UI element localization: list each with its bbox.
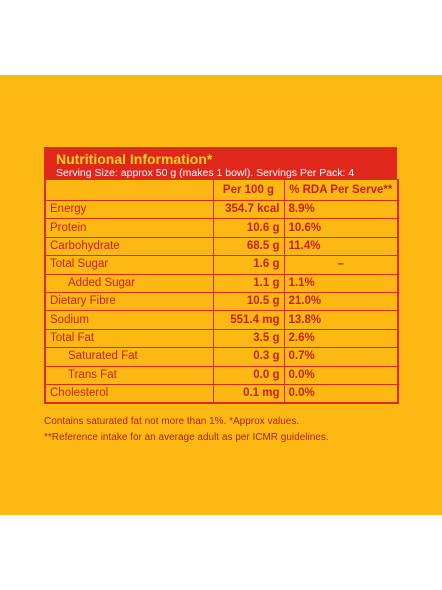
table-row: Total Sugar 1.6 g –: [44, 255, 399, 275]
per-100g-value: 0.3 g: [212, 347, 285, 367]
nutrient-name: Cholesterol: [44, 383, 214, 404]
nutrient-name: Total Fat: [44, 328, 214, 349]
nutrient-column-header: [44, 179, 214, 201]
rda-value: 0.7%: [283, 347, 399, 367]
table-row: Energy 354.7 kcal 8.9%: [44, 199, 399, 220]
label-header: Nutritional Information* Serving Size: a…: [44, 147, 397, 179]
per-100g-column-header: Per 100 g: [212, 179, 285, 201]
rda-value: 13.8%: [283, 310, 399, 330]
nutrition-label: Nutritional Information* Serving Size: a…: [44, 147, 399, 405]
nutrient-name: Protein: [44, 218, 214, 238]
per-100g-value: 354.7 kcal: [212, 199, 285, 220]
table-row: Total Fat 3.5 g 2.6%: [44, 328, 399, 349]
per-100g-value: 10.5 g: [212, 291, 285, 312]
nutrient-name: Carbohydrate: [44, 236, 214, 257]
per-100g-value: 3.5 g: [212, 328, 285, 349]
label-title: Nutritional Information*: [56, 151, 213, 167]
footnote-reference-intake: **Reference intake for an average adult …: [44, 432, 329, 443]
table-row: Sodium 551.4 mg 13.8%: [44, 310, 399, 330]
nutrient-name: Saturated Fat: [44, 347, 214, 367]
table-row: Added Sugar 1.1 g 1.1%: [44, 273, 399, 293]
rda-value: 0.0%: [283, 365, 399, 385]
nutrition-table: Per 100 g % RDA Per Serve** Energy 354.7…: [44, 179, 399, 405]
table-row: Protein 10.6 g 10.6%: [44, 218, 399, 238]
per-100g-value: 551.4 mg: [212, 310, 285, 330]
per-100g-value: 1.1 g: [212, 273, 285, 293]
rda-value: 21.0%: [283, 291, 399, 312]
rda-value: 1.1%: [283, 273, 399, 293]
per-100g-value: 0.0 g: [212, 365, 285, 385]
nutrient-name: Total Sugar: [44, 255, 214, 275]
table-row: Saturated Fat 0.3 g 0.7%: [44, 347, 399, 367]
rda-value: –: [283, 255, 399, 275]
rda-value: 0.0%: [283, 383, 399, 404]
table-row: Trans Fat 0.0 g 0.0%: [44, 365, 399, 385]
table-row: Carbohydrate 68.5 g 11.4%: [44, 236, 399, 257]
footnote-saturated-fat: Contains saturated fat not more than 1%.…: [44, 416, 300, 427]
table-row: Cholesterol 0.1 mg 0.0%: [44, 383, 399, 404]
rda-column-header: % RDA Per Serve**: [283, 179, 399, 201]
nutrient-name: Added Sugar: [44, 273, 214, 293]
per-100g-value: 68.5 g: [212, 236, 285, 257]
rda-value: 8.9%: [283, 199, 399, 220]
nutrient-name: Sodium: [44, 310, 214, 330]
table-header-row: Per 100 g % RDA Per Serve**: [44, 179, 399, 201]
per-100g-value: 1.6 g: [212, 255, 285, 275]
per-100g-value: 0.1 mg: [212, 383, 285, 404]
per-100g-value: 10.6 g: [212, 218, 285, 238]
nutrient-name: Trans Fat: [44, 365, 214, 385]
serving-info: Serving Size: approx 50 g (makes 1 bowl)…: [56, 167, 355, 179]
rda-value: 11.4%: [283, 236, 399, 257]
table-row: Dietary Fibre 10.5 g 21.0%: [44, 291, 399, 312]
rda-value: 10.6%: [283, 218, 399, 238]
nutrient-name: Dietary Fibre: [44, 291, 214, 312]
nutrient-name: Energy: [44, 199, 214, 220]
rda-value: 2.6%: [283, 328, 399, 349]
